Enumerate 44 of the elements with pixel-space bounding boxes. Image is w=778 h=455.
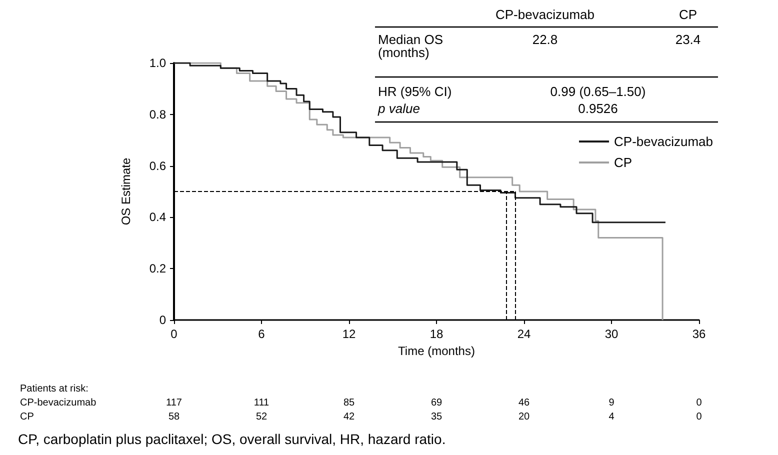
text: 69 [430,398,442,408]
text: CP [678,7,698,22]
text: 0 [696,398,702,408]
y-tick-label: 0.8 [149,107,166,122]
text: 111 [254,398,270,408]
y-tick-label: 0.2 [149,262,166,276]
text: Patients at risk: [20,384,88,394]
text: 22.8 [532,32,558,47]
y-axis-title: OS Estimate [119,158,133,226]
text: 35 [430,412,442,422]
legend-label: CP [614,155,632,170]
annotation: 0.99 (0.65–1.50) [550,84,646,99]
text: 20 [518,412,530,422]
x-tick-label: 6 [258,327,266,341]
text: 46 [518,398,530,408]
annotation: HR (95% CI) [378,84,452,99]
x-tick-label: 30 [604,327,618,341]
text: 4 [608,412,615,422]
text: 23.4 [675,32,701,47]
text: 85 [343,398,355,408]
x-tick-label: 0 [170,327,178,341]
y-tick-label: 0 [159,313,166,327]
text: CP [20,412,34,422]
text: 42 [343,412,355,422]
annotation: p value [377,101,420,116]
x-axis-title: Time (months) [398,344,475,358]
text: 58 [168,412,180,422]
text: CP-bevacizumab [20,398,97,408]
y-tick-label: 1.0 [149,56,166,70]
text: 52 [256,412,268,422]
text: 117 [166,398,182,408]
text: 0 [696,412,702,422]
text: 9 [608,398,615,408]
text: Median OS (months) [378,32,444,60]
x-tick-label: 18 [430,327,444,341]
annotation: 0.9526 [578,101,618,116]
text: CP, carboplatin plus paclitaxel; OS, overall survival, HR, hazard ratio. [18,431,446,447]
x-tick-label: 24 [517,327,531,341]
x-tick-label: 12 [342,327,356,341]
legend-label: CP-bevacizumab [614,134,714,149]
y-tick-label: 0.4 [149,210,166,224]
x-tick-label: 36 [692,327,706,341]
text: CP-bevacizumab [496,7,594,22]
y-tick-label: 0.6 [149,158,166,173]
